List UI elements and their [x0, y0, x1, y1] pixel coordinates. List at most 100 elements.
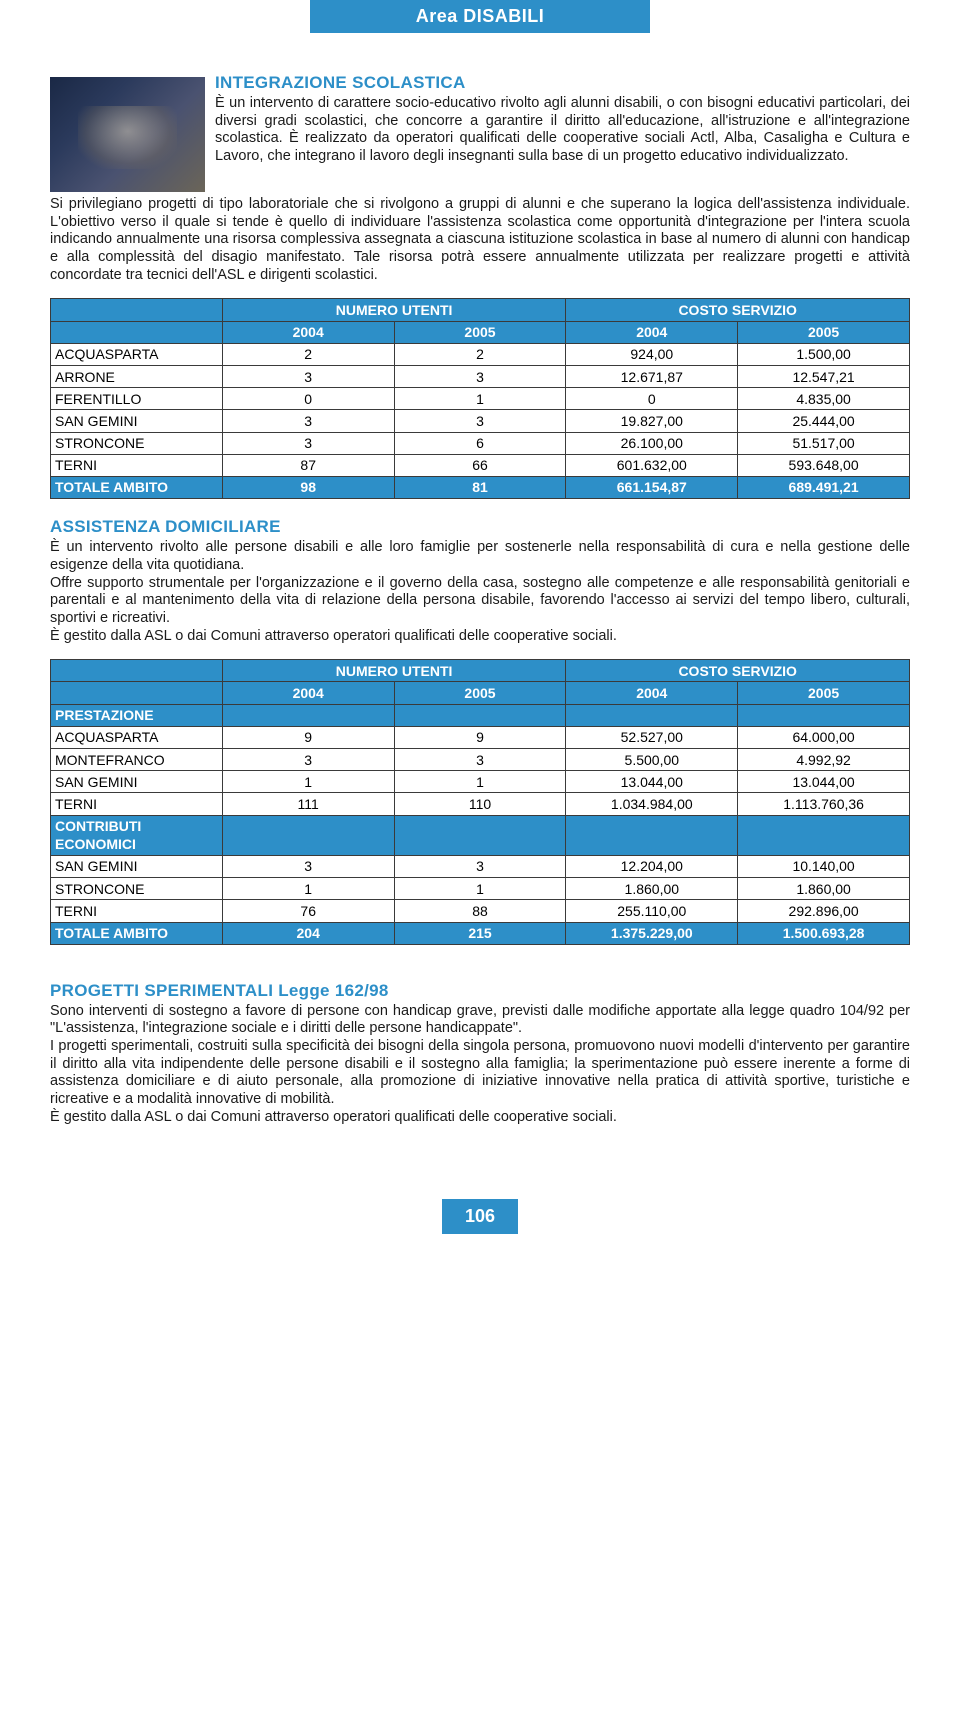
- table-row: ARRONE3312.671,8712.547,21: [51, 366, 910, 388]
- table-cell: ACQUASPARTA: [51, 726, 223, 748]
- table-cell: 12.671,87: [566, 366, 738, 388]
- table-assistenza: NUMERO UTENTI COSTO SERVIZIO 2004 2005 2…: [50, 659, 910, 944]
- section1-p2: Si privilegiano progetti di tipo laborat…: [50, 196, 910, 284]
- table-cell: 25.444,00: [738, 410, 910, 432]
- table-cell: 5.500,00: [566, 749, 738, 771]
- table-cell: ACQUASPARTA: [51, 343, 223, 365]
- table-cell: SAN GEMINI: [51, 855, 223, 877]
- table-cell: MONTEFRANCO: [51, 749, 223, 771]
- t2-y04b: 2004: [566, 682, 738, 704]
- section-integrazione: INTEGRAZIONE SCOLASTICA È un intervento …: [50, 73, 910, 194]
- table-cell: 0: [222, 388, 394, 410]
- table-cell: 292.896,00: [738, 900, 910, 922]
- table-cell: 1: [394, 771, 566, 793]
- t2-corner: [51, 660, 223, 682]
- table-cell: 1: [394, 878, 566, 900]
- table-cell: TERNI: [51, 454, 223, 476]
- t2-y05a: 2005: [394, 682, 566, 704]
- table-cell: 3: [394, 855, 566, 877]
- page-number: 106: [442, 1199, 518, 1234]
- t2-total-label: TOTALE AMBITO: [51, 922, 223, 944]
- table-cell: 2: [394, 343, 566, 365]
- table-row: ACQUASPARTA22924,001.500,00: [51, 343, 910, 365]
- table-cell: 19.827,00: [566, 410, 738, 432]
- t2-blank: [51, 682, 223, 704]
- t2-total-c04: 1.375.229,00: [566, 922, 738, 944]
- table-cell: 4.992,92: [738, 749, 910, 771]
- t1-y04b: 2004: [566, 321, 738, 343]
- table-cell: 13.044,00: [738, 771, 910, 793]
- table-cell: STRONCONE: [51, 878, 223, 900]
- table-cell: FERENTILLO: [51, 388, 223, 410]
- table-cell: 9: [394, 726, 566, 748]
- photo-classroom: [50, 77, 205, 192]
- table-cell: 111: [222, 793, 394, 815]
- table-cell: 3: [222, 410, 394, 432]
- table-cell: 26.100,00: [566, 432, 738, 454]
- table-row: TERNI1111101.034.984,001.113.760,36: [51, 793, 910, 815]
- section3-body: Sono interventi di sostegno a favore di …: [50, 1003, 910, 1127]
- table-cell: 12.204,00: [566, 855, 738, 877]
- table-cell: 1.113.760,36: [738, 793, 910, 815]
- t1-y05a: 2005: [394, 321, 566, 343]
- t1-h-utenti: NUMERO UTENTI: [222, 299, 566, 321]
- t1-y05b: 2005: [738, 321, 910, 343]
- table-cell: 52.527,00: [566, 726, 738, 748]
- table-cell: 4.835,00: [738, 388, 910, 410]
- t2-contributi-label: CONTRIBUTI ECONOMICI: [51, 815, 223, 855]
- section3-title: PROGETTI SPERIMENTALI Legge 162/98: [50, 981, 910, 1001]
- t1-y04a: 2004: [222, 321, 394, 343]
- table-row: SAN GEMINI3319.827,0025.444,00: [51, 410, 910, 432]
- t1-total-c05: 689.491,21: [738, 476, 910, 498]
- table-cell: 1.860,00: [738, 878, 910, 900]
- table-cell: 593.648,00: [738, 454, 910, 476]
- table-row: STRONCONE3626.100,0051.517,00: [51, 432, 910, 454]
- section3-p3: È gestito dalla ASL o dai Comuni attrave…: [50, 1109, 910, 1127]
- table-cell: 601.632,00: [566, 454, 738, 476]
- table-cell: 3: [394, 410, 566, 432]
- table-cell: 10.140,00: [738, 855, 910, 877]
- area-banner: Area DISABILI: [310, 0, 650, 33]
- table-cell: 6: [394, 432, 566, 454]
- table-row: TERNI8766601.632,00593.648,00: [51, 454, 910, 476]
- table-cell: STRONCONE: [51, 432, 223, 454]
- table-cell: SAN GEMINI: [51, 410, 223, 432]
- t1-corner: [51, 299, 223, 321]
- table-cell: 3: [222, 432, 394, 454]
- section3-p2: I progetti sperimentali, costruiti sulla…: [50, 1038, 910, 1109]
- t2-y05b: 2005: [738, 682, 910, 704]
- table-cell: 1: [222, 771, 394, 793]
- table-cell: ARRONE: [51, 366, 223, 388]
- table-integrazione: NUMERO UTENTI COSTO SERVIZIO 2004 2005 2…: [50, 298, 910, 499]
- table-row: TERNI7688255.110,00292.896,00: [51, 900, 910, 922]
- section2-p3: È gestito dalla ASL o dai Comuni attrave…: [50, 628, 910, 646]
- t1-total-c04: 661.154,87: [566, 476, 738, 498]
- table-cell: 51.517,00: [738, 432, 910, 454]
- table-cell: 12.547,21: [738, 366, 910, 388]
- table-row: SAN GEMINI1113.044,0013.044,00: [51, 771, 910, 793]
- table-cell: 0: [566, 388, 738, 410]
- t2-prestazione-label: PRESTAZIONE: [51, 704, 223, 726]
- t1-total-u04: 98: [222, 476, 394, 498]
- t2-total-u05: 215: [394, 922, 566, 944]
- table-cell: 88: [394, 900, 566, 922]
- table-row: ACQUASPARTA9952.527,0064.000,00: [51, 726, 910, 748]
- section2-body: È un intervento rivolto alle persone dis…: [50, 539, 910, 645]
- table-cell: 924,00: [566, 343, 738, 365]
- section2-p1: È un intervento rivolto alle persone dis…: [50, 539, 910, 574]
- table-cell: 1: [394, 388, 566, 410]
- t1-h-costo: COSTO SERVIZIO: [566, 299, 910, 321]
- table-cell: 1.860,00: [566, 878, 738, 900]
- t1-total-label: TOTALE AMBITO: [51, 476, 223, 498]
- table-cell: 1: [222, 878, 394, 900]
- section2-title: ASSISTENZA DOMICILIARE: [50, 517, 910, 537]
- table-row: STRONCONE111.860,001.860,00: [51, 878, 910, 900]
- table-cell: 3: [394, 366, 566, 388]
- table-cell: 1.500,00: [738, 343, 910, 365]
- table-cell: 13.044,00: [566, 771, 738, 793]
- table-cell: 64.000,00: [738, 726, 910, 748]
- section2-p2: Offre supporto strumentale per l'organiz…: [50, 575, 910, 628]
- table-cell: 87: [222, 454, 394, 476]
- t2-total-u04: 204: [222, 922, 394, 944]
- table-row: MONTEFRANCO335.500,004.992,92: [51, 749, 910, 771]
